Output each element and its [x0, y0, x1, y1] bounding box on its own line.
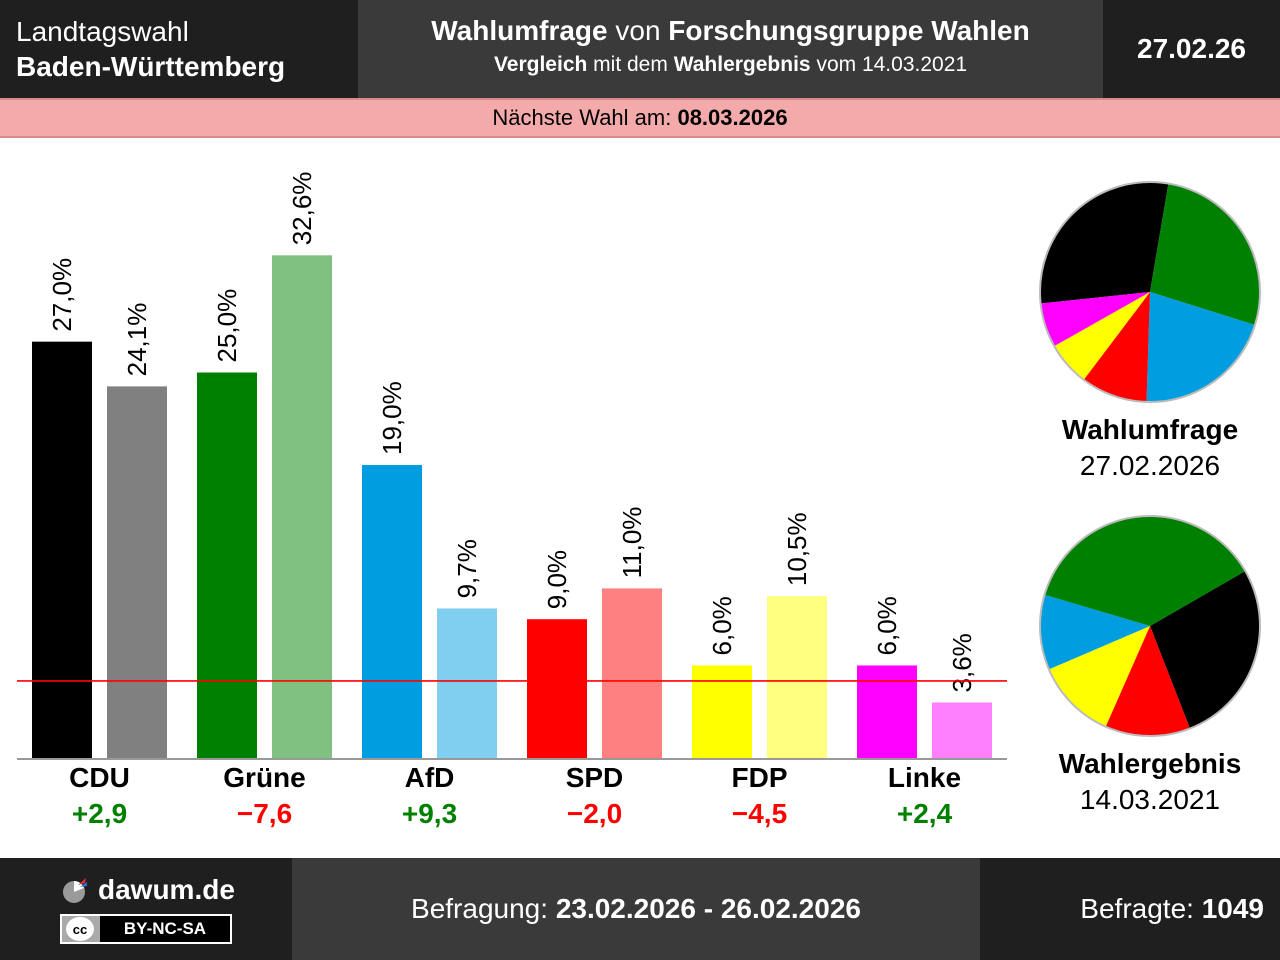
poll-pie-slice-fdp	[1054, 292, 1150, 380]
result-date-text: vom 14.03.2021	[810, 53, 968, 76]
poll-bar-linke	[857, 665, 917, 758]
poll-bar-afd	[362, 465, 422, 758]
party-difference-afd: +9,3	[401, 798, 458, 829]
poll-connector: von	[607, 15, 669, 46]
result-bar-spd	[602, 588, 662, 758]
license-text: BY-NC-SA	[100, 916, 230, 942]
respondents: Befragte: 1049	[980, 858, 1280, 960]
result-pie-outline	[1039, 515, 1261, 737]
header: Landtagswahl Baden-Württemberg Wahlumfra…	[0, 0, 1280, 98]
poll-bar-spd	[527, 619, 587, 758]
result-value-label-grüne: 32,6%	[287, 172, 317, 246]
poll-pie-chart	[1039, 181, 1261, 403]
poll-pie-title: Wahlumfrage	[1061, 414, 1239, 445]
site-name: dawum.de	[98, 874, 235, 905]
result-pie-slice-cdu	[1150, 571, 1260, 729]
survey-period-label: Befragung:	[411, 893, 556, 924]
result-pie-date: 14.03.2021	[1079, 784, 1221, 815]
party-name-fdp: FDP	[731, 762, 788, 793]
poll-value-label-afd: 19,0%	[377, 381, 407, 455]
poll-value-label-fdp: 6,0%	[707, 596, 737, 655]
result-bar-afd	[437, 608, 497, 758]
pollster-name: Forschungsgruppe Wahlen	[668, 15, 1030, 46]
next-election-date: 08.03.2026	[677, 105, 788, 130]
poll-value-label-linke: 6,0%	[872, 596, 902, 655]
result-pie-title: Wahlergebnis	[1058, 748, 1242, 779]
poll-pie-slice-spd	[1083, 292, 1150, 402]
poll-pie-outline	[1039, 181, 1261, 403]
poll-pie-slice-linke	[1040, 292, 1150, 347]
result-value-label-cdu: 24,1%	[122, 303, 152, 377]
result-bar-linke	[932, 702, 992, 758]
party-difference-cdu: +2,9	[71, 798, 128, 829]
next-election-bar: Nächste Wahl am: 08.03.2026	[0, 98, 1280, 138]
result-value-label-linke: 3,6%	[947, 633, 977, 692]
comparison-connector: mit dem	[587, 53, 674, 76]
result-pie-slice-fdp	[1044, 516, 1246, 626]
result-pie-slice-afd	[1048, 626, 1150, 727]
party-difference-linke: +2,4	[896, 798, 953, 829]
party-difference-grüne: −7,6	[236, 798, 293, 829]
poll-value-label-spd: 9,0%	[542, 550, 572, 609]
election-type: Landtagswahl	[16, 16, 189, 47]
party-name-grüne: Grüne	[223, 762, 306, 793]
next-election-label: Nächste Wahl am:	[492, 105, 678, 130]
poll-pie-date: 27.02.2026	[1079, 450, 1221, 481]
party-name-cdu: CDU	[69, 762, 130, 793]
party-difference-fdp: −4,5	[731, 798, 788, 829]
poll-bar-fdp	[692, 665, 752, 758]
respondents-label: Befragte:	[1080, 893, 1202, 924]
license-badge[interactable]: cc BY-NC-SA	[60, 914, 232, 944]
survey-period: Befragung: 23.02.2026 - 26.02.2026	[292, 858, 980, 960]
poll-pie-slice-afd	[1146, 292, 1255, 402]
bar-chart: 27,0% 24,1% 25,0% 32,6% 19,0% 9,7% 9,0% 11,0% 6,…	[17, 172, 1007, 760]
comparison-word: Vergleich	[493, 53, 588, 76]
party-name-linke: Linke	[887, 762, 962, 793]
election-title: Landtagswahl Baden-Württemberg	[0, 0, 358, 98]
poll-pie-slice-grüne	[1150, 183, 1260, 326]
poll-title: Wahlumfrage von Forschungsgruppe Wahlen …	[358, 0, 1103, 98]
survey-period-value: 23.02.2026 - 26.02.2026	[555, 893, 861, 924]
result-word: Wahlergebnis	[673, 53, 811, 76]
footer: dawum.de cc BY-NC-SA Befragung: 23.02.20…	[0, 858, 1280, 960]
result-bar-grüne	[272, 255, 332, 759]
poll-value-label-cdu: 27,0%	[47, 258, 77, 332]
result-value-label-fdp: 10,5%	[782, 512, 812, 586]
poll-bar-grüne	[197, 372, 257, 758]
party-name-afd: AfD	[404, 762, 455, 793]
party-difference-spd: −2,0	[566, 798, 623, 829]
result-pie-slice-spd	[1040, 594, 1150, 670]
poll-pie-slice-cdu	[1040, 182, 1169, 304]
poll-date: 27.02.26	[1103, 0, 1280, 98]
poll-word: Wahlumfrage	[431, 15, 608, 46]
branding: dawum.de cc BY-NC-SA	[0, 858, 292, 960]
poll-bar-cdu	[32, 341, 92, 758]
party-name-spd: SPD	[565, 762, 624, 793]
result-bar-fdp	[767, 596, 827, 758]
result-value-label-spd: 11,0%	[617, 507, 647, 579]
result-value-label-afd: 9,7%	[452, 539, 482, 598]
result-bar-cdu	[107, 386, 167, 758]
result-pie-slice-grüne	[1105, 626, 1190, 736]
site-link[interactable]: dawum.de	[60, 874, 235, 906]
respondents-count: 1049	[1201, 893, 1264, 924]
creative-commons-icon: cc	[66, 917, 94, 941]
state-name: Baden-Württemberg	[16, 51, 286, 82]
dawum-logo-icon	[63, 878, 87, 903]
result-pie-chart	[1039, 515, 1261, 737]
poll-value-label-grüne: 25,0%	[212, 289, 242, 363]
